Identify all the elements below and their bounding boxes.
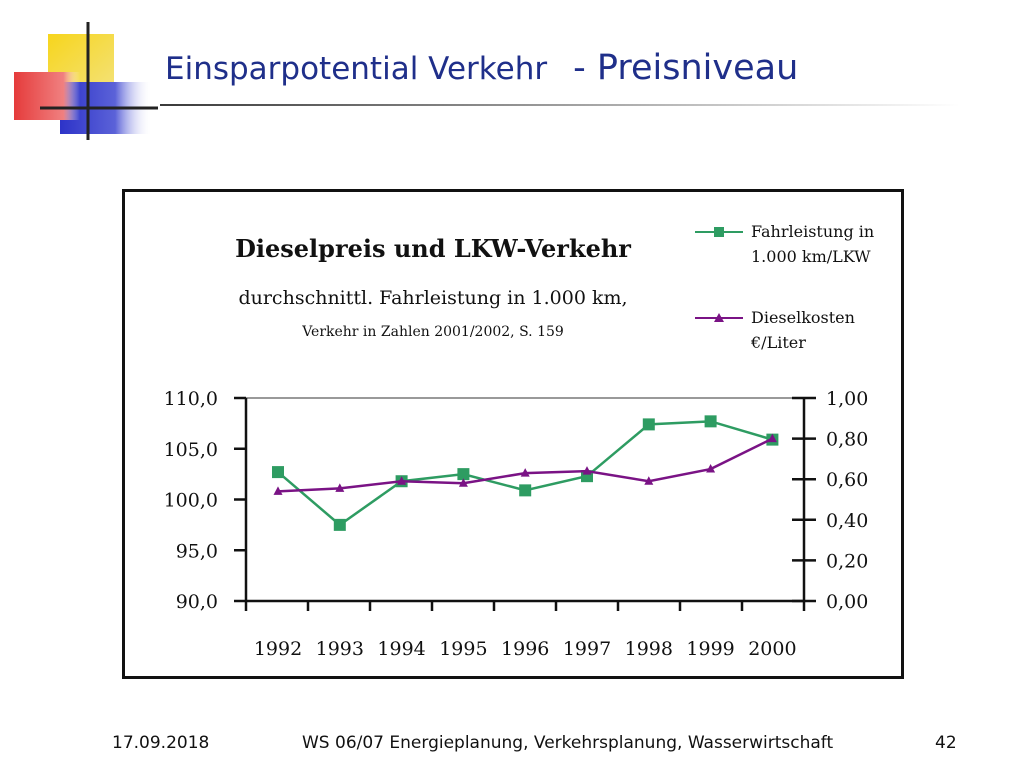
slide-title-suffix: - Preisniveau <box>573 48 799 88</box>
data-point-fahrleistung <box>272 466 284 479</box>
data-point-fahrleistung <box>519 484 532 497</box>
left-axis-tick-label: 90,0 <box>176 591 218 613</box>
footer-page-number: 42 <box>935 733 957 753</box>
right-axis-tick-label: 0,00 <box>826 591 868 613</box>
legend-label-dieselkosten-2: €/Liter <box>750 333 806 352</box>
data-point-dieselkosten <box>706 464 716 473</box>
legend-label-fahrleistung-2: 1.000 km/LKW <box>751 247 871 266</box>
right-axis-tick-label: 0,60 <box>826 469 868 491</box>
data-point-dieselkosten <box>335 483 345 492</box>
x-axis-ticks: 1992 1993 1994 1995 1996 1997 1998 1999 2000 <box>244 601 806 660</box>
data-point-dieselkosten <box>458 478 468 487</box>
x-axis-category-label: 1997 <box>563 638 611 660</box>
right-axis-ticks: 1,00 0,80 0,60 0,40 0,20 0,00 <box>792 388 868 613</box>
left-axis-ticks: 110,0 105,0 100,0 95,0 90,0 <box>164 388 246 613</box>
right-axis-tick-label: 1,00 <box>826 388 868 410</box>
chart-source-note: Verkehr in Zahlen 2001/2002, S. 159 <box>301 324 564 340</box>
chart-series <box>272 415 779 531</box>
data-point-fahrleistung <box>704 415 717 428</box>
legend-label-dieselkosten-1: Dieselkosten <box>751 308 855 327</box>
right-axis-tick-label: 0,40 <box>826 510 868 532</box>
slide-title-main: Einsparpotential Verkehr <box>165 51 548 87</box>
x-axis-category-label: 1994 <box>377 638 425 660</box>
x-axis-category-label: 1995 <box>439 638 487 660</box>
logo-red-square <box>14 72 80 120</box>
x-axis-category-label: 1999 <box>686 638 734 660</box>
data-point-dieselkosten <box>273 486 283 495</box>
left-axis-tick-label: 95,0 <box>176 540 218 562</box>
slide-title: Einsparpotential Verkehr - Preisniveau <box>165 48 798 88</box>
x-axis-category-label: 1993 <box>316 638 364 660</box>
legend-marker-triangle-icon <box>714 313 724 322</box>
right-axis-tick-label: 0,80 <box>826 429 868 451</box>
right-axis-tick-label: 0,20 <box>826 550 868 572</box>
legend-label-fahrleistung-1: Fahrleistung in <box>751 222 874 241</box>
footer-course: WS 06/07 Energieplanung, Verkehrsplanung… <box>302 733 834 753</box>
data-point-dieselkosten <box>644 476 654 485</box>
chart: Dieselpreis und LKW-Verkehr durchschnitt… <box>164 222 875 660</box>
left-axis-tick-label: 100,0 <box>164 490 218 512</box>
data-point-dieselkosten <box>767 433 777 443</box>
data-point-dieselkosten <box>582 466 592 475</box>
chart-frame: Dieselpreis und LKW-Verkehr durchschnitt… <box>122 189 904 679</box>
x-axis-category-label: 1992 <box>254 638 302 660</box>
chart-subtitle: durchschnittl. Fahrleistung in 1.000 km, <box>238 287 627 309</box>
series-line-1 <box>277 437 773 493</box>
left-axis-tick-label: 105,0 <box>164 439 218 461</box>
slide-logo-decoration <box>14 22 158 140</box>
data-point-fahrleistung <box>642 418 655 431</box>
chart-title: Dieselpreis und LKW-Verkehr <box>235 234 631 263</box>
left-axis-tick-label: 110,0 <box>164 388 218 410</box>
data-point-dieselkosten <box>397 476 407 485</box>
footer-date: 17.09.2018 <box>112 733 210 753</box>
x-axis-category-label: 1998 <box>625 638 673 660</box>
data-point-fahrleistung <box>333 518 346 531</box>
title-underline <box>160 104 960 106</box>
legend-marker-square-icon <box>714 227 724 237</box>
data-point-dieselkosten <box>520 468 530 477</box>
data-point-fahrleistung <box>457 468 470 481</box>
x-axis-category-label: 2000 <box>748 638 796 660</box>
x-axis-category-label: 1996 <box>501 638 549 660</box>
chart-legend: Fahrleistung in 1.000 km/LKW Dieselkoste… <box>695 222 874 352</box>
